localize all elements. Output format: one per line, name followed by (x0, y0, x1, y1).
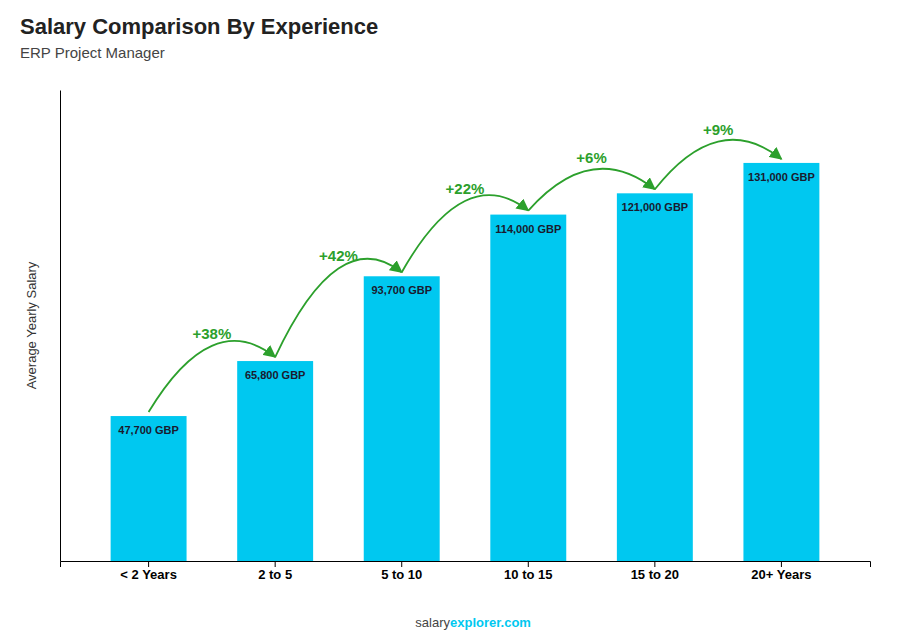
data-label: 114,000 GBP (495, 223, 561, 235)
subtitle: ERP Project Manager (20, 44, 165, 61)
change-label: +6% (576, 149, 606, 166)
x-tick-mark (654, 561, 655, 567)
y-axis (60, 91, 61, 562)
x-tick-label: 2 to 5 (258, 567, 292, 582)
bar (743, 163, 819, 561)
change-label: +22% (446, 180, 485, 197)
data-label: 65,800 GBP (245, 369, 306, 381)
change-arrow (402, 195, 529, 272)
x-tick-label: 5 to 10 (381, 567, 422, 582)
annotations: +38% +42% +22% +6% +9% (149, 121, 782, 413)
change-label: +38% (192, 325, 231, 342)
chart-svg: Salary Comparison By Experience ERP Proje… (0, 0, 900, 641)
bars (111, 163, 820, 561)
x-tick-mark (401, 561, 402, 567)
change-arrow (149, 341, 276, 412)
data-label: 47,700 GBP (118, 424, 179, 436)
x-axis-line (61, 562, 871, 568)
change-label: +9% (703, 121, 733, 138)
data-label: 131,000 GBP (748, 171, 815, 183)
footer-part: explorer.com (450, 615, 531, 630)
x-tick-mark (275, 561, 276, 567)
x-tick-label: 20+ Years (751, 567, 811, 582)
y-axis-line (60, 91, 61, 562)
change-arrow (528, 169, 655, 211)
data-labels: 47,700 GBP 65,800 GBP 93,700 GBP 114,000 GB… (118, 171, 814, 436)
x-tick-label: 10 to 15 (504, 567, 552, 582)
x-tick-label: < 2 Years (120, 567, 177, 582)
change-arrow (655, 140, 782, 190)
x-tick-mark (781, 561, 782, 567)
data-label: 93,700 GBP (371, 284, 432, 296)
x-tick: 5 to 10 (381, 561, 422, 582)
x-tick: 15 to 20 (631, 561, 679, 582)
x-tick: 2 to 5 (258, 561, 292, 582)
bar (490, 215, 566, 561)
x-tick-label: 15 to 20 (631, 567, 679, 582)
x-axis: < 2 Years 2 to 5 5 to 10 10 to 15 15 to 20 20… (61, 561, 871, 582)
data-label: 121,000 GBP (622, 201, 689, 213)
change-arrow (275, 259, 402, 357)
title: Salary Comparison By Experience (20, 14, 378, 39)
plot: < 2 Years 2 to 5 5 to 10 10 to 15 15 to 20 20… (24, 91, 871, 583)
x-tick: < 2 Years (120, 561, 177, 582)
x-tick-mark (148, 561, 149, 567)
bar (237, 361, 313, 561)
footer-part: salary (415, 615, 450, 630)
x-tick: 20+ Years (751, 561, 811, 582)
x-tick-mark (528, 561, 529, 567)
bar (111, 416, 187, 561)
y-axis-title: Average Yearly Salary (24, 261, 39, 389)
bar (617, 193, 693, 561)
bar (364, 276, 440, 561)
x-tick: 10 to 15 (504, 561, 552, 582)
change-label: +42% (319, 247, 358, 264)
chart-container: Salary Comparison By Experience ERP Proje… (0, 0, 900, 641)
